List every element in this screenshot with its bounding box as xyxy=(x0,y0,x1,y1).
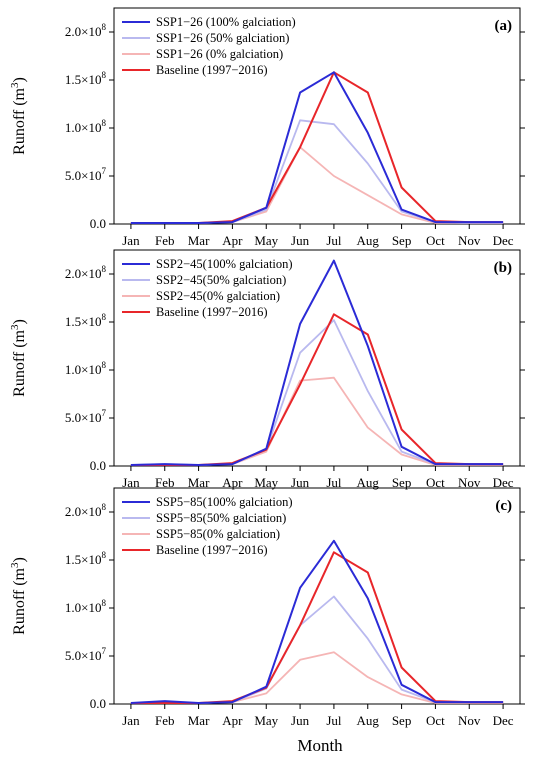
x-tick-label: Dec xyxy=(493,475,514,490)
x-tick-label: Jul xyxy=(326,233,342,248)
x-tick-label: Jun xyxy=(291,475,310,490)
y-tick-label: 5.0×107 xyxy=(65,408,107,425)
x-tick-label: Sep xyxy=(392,713,412,728)
x-tick-label: Apr xyxy=(222,475,243,490)
y-tick-label: 0.0 xyxy=(90,458,106,473)
legend-label: SSP5−85(0% galciation) xyxy=(156,527,280,541)
series-line-zero xyxy=(130,376,504,466)
x-tick-label: Dec xyxy=(493,233,514,248)
y-tick-label: 1.5×108 xyxy=(65,550,107,567)
x-tick-label: Aug xyxy=(357,233,380,248)
series-line-full xyxy=(130,259,504,466)
x-tick-label: Jul xyxy=(326,475,342,490)
series-line-baseline xyxy=(130,551,504,704)
y-axis-label: Runoff (m3) xyxy=(9,77,28,155)
x-tick-label: Apr xyxy=(222,233,243,248)
y-tick-label: 1.0×108 xyxy=(65,360,107,377)
panel-label: (c) xyxy=(495,498,512,514)
chart-panel: 0.0 5.0×107 1.0×108 1.5×108 2.0×108 Jan Feb Mar… xyxy=(9,487,525,728)
x-tick-label: Nov xyxy=(458,475,481,490)
plot-frame xyxy=(113,487,521,705)
x-tick-label: Aug xyxy=(357,475,380,490)
y-tick-label: 1.5×108 xyxy=(65,70,107,87)
series-line-zero xyxy=(130,146,504,224)
series-line-half xyxy=(130,119,504,224)
series-line-half xyxy=(130,319,504,466)
legend-label: SSP1−26 (50% galciation) xyxy=(156,31,289,45)
y-tick-label: 1.5×108 xyxy=(65,312,107,329)
y-tick-label: 5.0×107 xyxy=(65,646,107,663)
x-tick-label: Sep xyxy=(392,475,412,490)
y-tick-label: 5.0×107 xyxy=(65,166,107,183)
legend-label: SSP2−45(0% galciation) xyxy=(156,289,280,303)
x-tick-label: May xyxy=(254,233,278,248)
chart-panels: 0.0 5.0×107 1.0×108 1.5×108 2.0×108 Jan Feb Mar… xyxy=(9,7,525,728)
x-axis-label: Month xyxy=(297,736,343,755)
y-tick-label: 2.0×108 xyxy=(65,22,107,39)
legend-label: Baseline (1997−2016) xyxy=(156,63,268,77)
legend-label: SSP2−45(100% galciation) xyxy=(156,257,293,271)
y-tick-label: 2.0×108 xyxy=(65,264,107,281)
x-tick-label: Jan xyxy=(122,475,140,490)
series-line-half xyxy=(130,595,504,704)
x-tick-label: Mar xyxy=(188,233,210,248)
legend-label: Baseline (1997−2016) xyxy=(156,543,268,557)
legend-label: SSP5−85(50% galciation) xyxy=(156,511,286,525)
x-tick-label: Dec xyxy=(493,713,514,728)
chart-panel: 0.0 5.0×107 1.0×108 1.5×108 2.0×108 Jan Feb Mar… xyxy=(9,7,525,248)
x-tick-label: Feb xyxy=(155,713,175,728)
x-tick-label: Feb xyxy=(155,475,175,490)
x-tick-label: May xyxy=(254,713,278,728)
x-tick-label: Oct xyxy=(426,233,445,248)
plot-frame xyxy=(113,7,521,225)
y-tick-label: 1.0×108 xyxy=(65,598,107,615)
x-tick-label: Jun xyxy=(291,713,310,728)
legend-label: SSP2−45(50% galciation) xyxy=(156,273,286,287)
y-tick-label: 0.0 xyxy=(90,216,106,231)
panel-label: (b) xyxy=(494,260,512,276)
x-tick-label: Nov xyxy=(458,233,481,248)
x-tick-label: May xyxy=(254,475,278,490)
y-axis-label: Runoff (m3) xyxy=(9,319,28,397)
x-tick-label: Oct xyxy=(426,475,445,490)
x-tick-label: Oct xyxy=(426,713,445,728)
x-tick-label: Mar xyxy=(188,713,210,728)
series-line-full xyxy=(130,539,504,704)
y-tick-label: 1.0×108 xyxy=(65,118,107,135)
legend-label: SSP5−85(100% galciation) xyxy=(156,495,293,509)
x-tick-label: Nov xyxy=(458,713,481,728)
y-tick-label: 2.0×108 xyxy=(65,502,107,519)
x-tick-label: Jan xyxy=(122,713,140,728)
chart-panel: 0.0 5.0×107 1.0×108 1.5×108 2.0×108 Jan Feb Mar… xyxy=(9,249,525,490)
legend-label: SSP1−26 (0% galciation) xyxy=(156,47,283,61)
legend-label: Baseline (1997−2016) xyxy=(156,305,268,319)
x-tick-label: Jan xyxy=(122,233,140,248)
y-tick-label: 0.0 xyxy=(90,696,106,711)
series-line-baseline xyxy=(130,71,504,224)
x-tick-label: Jun xyxy=(291,233,310,248)
series-line-zero xyxy=(130,651,504,704)
x-tick-label: Jul xyxy=(326,713,342,728)
x-tick-label: Sep xyxy=(392,233,412,248)
x-tick-label: Aug xyxy=(357,713,380,728)
legend-label: SSP1−26 (100% galciation) xyxy=(156,15,296,29)
series-line-full xyxy=(130,71,504,224)
x-tick-label: Mar xyxy=(188,475,210,490)
panel-label: (a) xyxy=(495,18,513,34)
y-axis-label: Runoff (m3) xyxy=(9,557,28,635)
x-tick-label: Feb xyxy=(155,233,175,248)
plot-frame xyxy=(113,249,521,467)
x-tick-label: Apr xyxy=(222,713,243,728)
